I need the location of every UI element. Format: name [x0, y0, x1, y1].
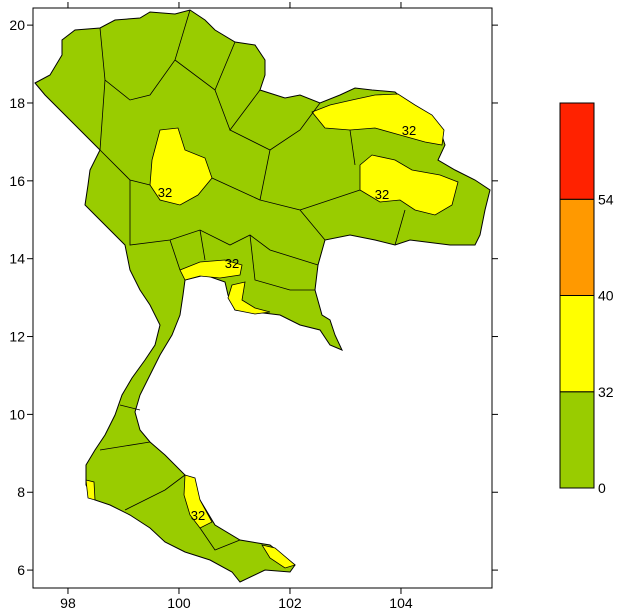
zone-32-40 — [149, 127, 213, 206]
x-tick-label: 98 — [60, 595, 76, 610]
land-outline — [34, 9, 491, 583]
zone-32-40 — [179, 259, 243, 281]
zone-32-40 — [183, 474, 213, 529]
contour-label: 32 — [158, 185, 172, 200]
legend-label: 32 — [598, 384, 614, 400]
x-tick-label: 104 — [389, 595, 413, 610]
land — [34, 9, 491, 583]
axis-ticks: 98 100 102 104 6 8 10 12 14 16 18 20 — [9, 2, 498, 610]
zone-32-40 — [85, 479, 96, 501]
province-borders — [99, 9, 406, 551]
legend-label: 54 — [598, 191, 614, 207]
contour-label: 32 — [225, 256, 239, 271]
legend-box — [559, 102, 595, 200]
y-tick-label: 6 — [17, 562, 25, 578]
legend-box — [559, 198, 595, 296]
zone-32-40 — [227, 281, 271, 315]
contour-label: 32 — [402, 123, 416, 138]
y-tick-label: 14 — [9, 251, 25, 267]
legend-label: 40 — [598, 288, 614, 304]
contour-labels: 32 32 32 32 32 — [158, 123, 416, 523]
y-tick-label: 8 — [17, 484, 25, 500]
legend-box — [559, 295, 595, 393]
legend-box — [559, 391, 595, 489]
y-tick-label: 18 — [9, 95, 25, 111]
contour-label: 32 — [191, 508, 205, 523]
y-tick-label: 10 — [9, 406, 25, 422]
contour-label: 32 — [375, 187, 389, 202]
y-tick-label: 20 — [9, 17, 25, 33]
x-tick-label: 102 — [278, 595, 302, 610]
zone-32-40 — [261, 544, 296, 569]
y-tick-label: 16 — [9, 173, 25, 189]
color-legend: 0 32 40 54 — [559, 102, 614, 496]
legend-label: 0 — [598, 480, 606, 496]
x-tick-label: 100 — [167, 595, 191, 610]
y-tick-label: 12 — [9, 329, 25, 345]
zone-32-40 — [359, 154, 459, 216]
zone-32-40 — [311, 93, 445, 146]
